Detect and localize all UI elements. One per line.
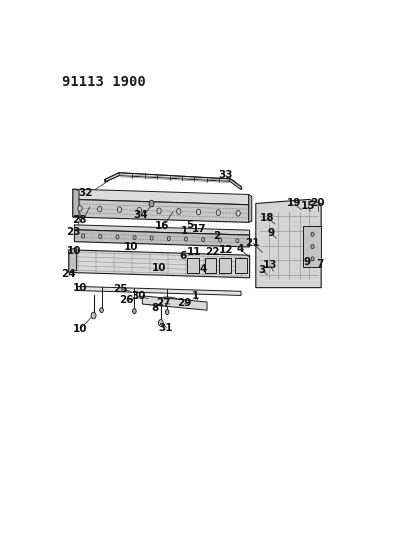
Text: 1: 1 [181,225,188,236]
Circle shape [98,206,102,212]
Text: 10: 10 [124,242,139,252]
Text: 9: 9 [304,257,311,267]
Circle shape [201,238,205,241]
Text: 32: 32 [78,188,92,198]
Text: 10: 10 [73,324,87,334]
Text: 2: 2 [213,230,220,240]
Text: 10: 10 [152,263,166,273]
Text: 10: 10 [73,282,87,293]
Text: 25: 25 [113,284,127,294]
Text: 27: 27 [156,298,171,308]
Circle shape [133,236,136,240]
Polygon shape [73,199,249,222]
Circle shape [150,236,153,240]
Circle shape [177,208,181,214]
Circle shape [99,235,102,239]
Text: 12: 12 [219,245,234,255]
Polygon shape [302,226,321,267]
Text: 33: 33 [219,170,233,180]
Circle shape [311,245,314,248]
Text: 24: 24 [62,269,76,279]
Polygon shape [219,259,231,273]
Polygon shape [249,195,252,222]
Circle shape [236,239,239,243]
Circle shape [184,237,187,241]
Polygon shape [105,173,119,181]
Text: 19: 19 [287,198,302,208]
Text: 91113 1900: 91113 1900 [62,76,146,90]
Text: 20: 20 [310,198,325,208]
Polygon shape [69,250,250,278]
Text: 7: 7 [316,259,324,269]
Circle shape [149,200,154,207]
Circle shape [133,309,136,313]
Text: 30: 30 [131,291,146,301]
Circle shape [91,312,96,319]
Text: 34: 34 [133,209,148,220]
Polygon shape [105,173,242,190]
Polygon shape [74,225,250,235]
Text: 3: 3 [258,265,265,276]
Circle shape [158,320,163,326]
Circle shape [167,237,170,240]
Circle shape [216,210,220,215]
Polygon shape [69,248,76,272]
Text: 29: 29 [177,298,191,308]
Text: 4: 4 [236,244,244,254]
Circle shape [137,207,141,213]
Circle shape [311,232,314,236]
Circle shape [82,234,85,238]
Polygon shape [73,189,79,217]
Text: 10: 10 [66,246,81,256]
Circle shape [219,238,222,242]
Text: 9: 9 [267,228,275,238]
Text: 4: 4 [199,264,207,274]
Text: 8: 8 [151,303,158,313]
Text: 1: 1 [191,291,199,301]
Polygon shape [73,189,249,205]
Text: 26: 26 [119,295,133,305]
Text: 23: 23 [66,227,80,237]
Circle shape [236,211,240,216]
Polygon shape [77,286,241,295]
Text: 15: 15 [300,200,315,211]
Text: 5: 5 [187,220,194,230]
Circle shape [165,310,169,314]
Text: 16: 16 [155,221,170,231]
Text: 21: 21 [246,238,260,248]
Text: 11: 11 [187,247,201,257]
Circle shape [78,206,82,211]
Polygon shape [74,230,250,247]
Circle shape [311,257,314,261]
Text: 22: 22 [205,247,220,256]
Polygon shape [256,199,321,288]
Circle shape [117,207,122,213]
Polygon shape [235,259,246,273]
Circle shape [100,308,103,312]
Polygon shape [187,259,199,273]
Text: 6: 6 [179,251,187,261]
Polygon shape [229,179,242,189]
Text: 28: 28 [72,215,86,225]
Text: 31: 31 [158,323,173,333]
Circle shape [116,235,119,239]
Circle shape [197,209,201,215]
Polygon shape [205,259,217,273]
Text: 18: 18 [260,213,275,223]
Circle shape [157,208,161,214]
Text: 13: 13 [263,261,277,270]
Text: 17: 17 [192,224,207,235]
Polygon shape [142,296,207,310]
